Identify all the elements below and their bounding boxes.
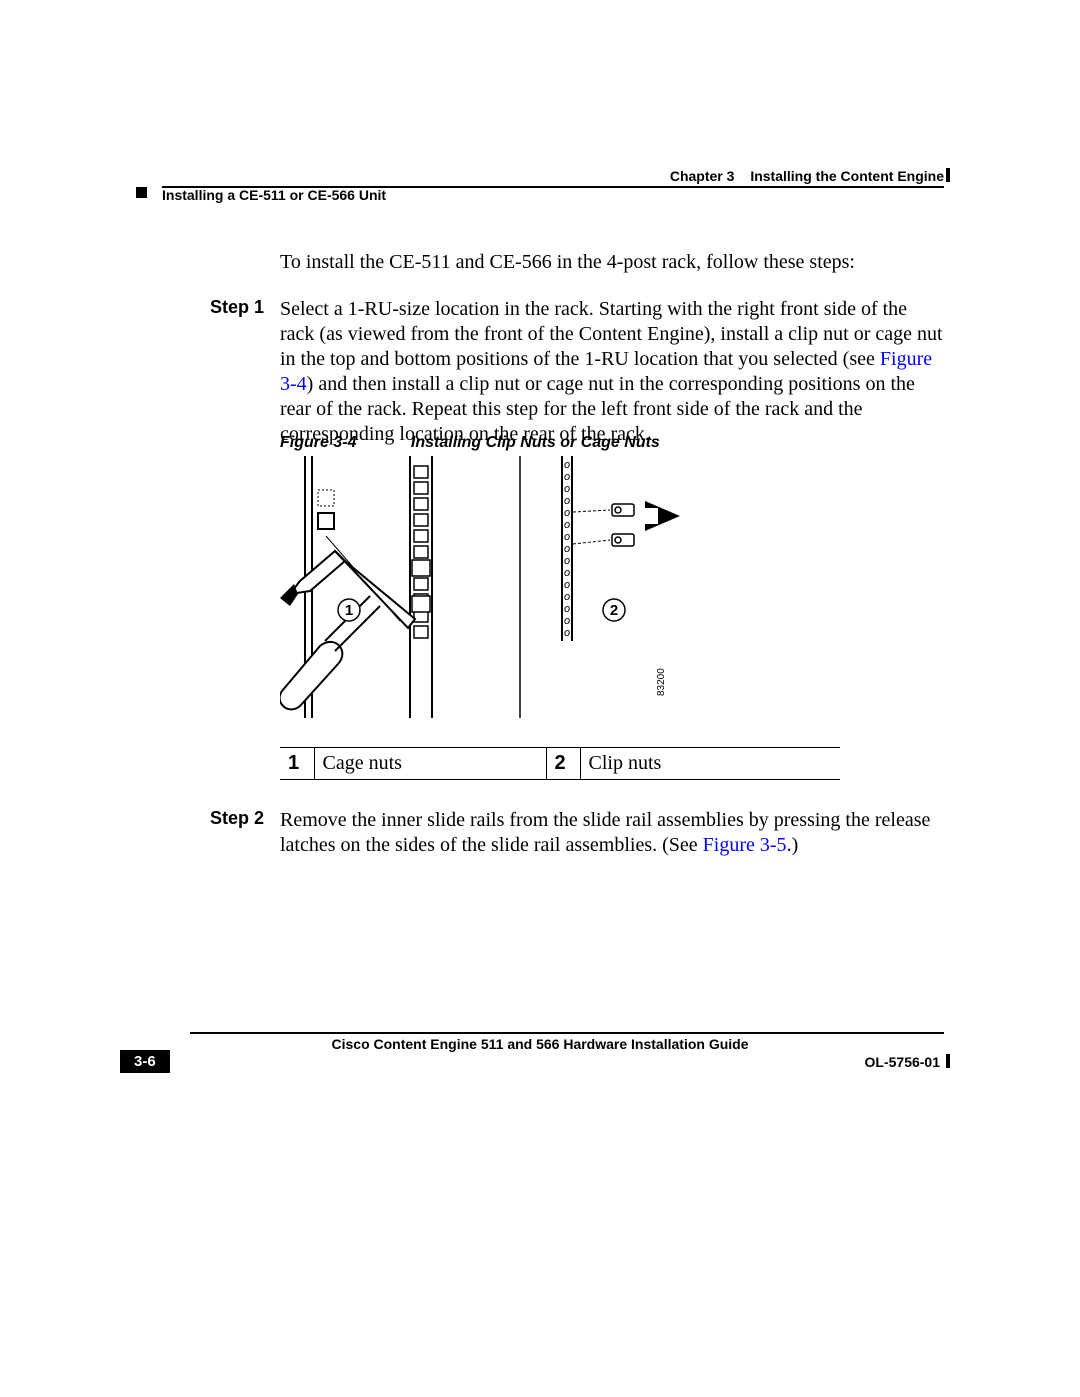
callout-2: 2	[610, 602, 618, 619]
figure-image-id: 83200	[656, 668, 667, 696]
figure-number: Figure 3-4	[280, 434, 356, 451]
step-1-label: Step 1	[210, 297, 264, 318]
svg-text:o: o	[564, 627, 570, 639]
svg-text:o: o	[564, 459, 570, 471]
figure-caption: Figure 3-4 Installing Clip Nuts or Cage …	[280, 434, 660, 452]
header-subsection: Installing a CE-511 or CE-566 Unit	[162, 187, 386, 203]
svg-text:o: o	[564, 579, 570, 591]
chapter-label: Chapter 3	[670, 168, 735, 184]
step-1-pre: Select a 1-RU-size location in the rack.…	[280, 298, 943, 370]
svg-text:o: o	[564, 567, 570, 579]
figure-diagram: 1 oo oo oo oo oo oo oo o	[280, 456, 690, 721]
page: Chapter 3 Installing the Content Engine …	[0, 0, 1080, 1397]
chapter-title: Installing the Content Engine	[750, 168, 944, 184]
header-tick	[946, 168, 950, 182]
callout-1: 1	[345, 602, 353, 619]
svg-text:o: o	[564, 591, 570, 603]
doc-id: OL-5756-01	[865, 1054, 940, 1070]
footer-tick	[946, 1054, 950, 1068]
footer-rule	[190, 1032, 944, 1034]
svg-text:o: o	[564, 543, 570, 555]
step-2-post: .)	[787, 834, 799, 856]
header-square-icon	[136, 187, 147, 198]
figure-legend-table: 1 Cage nuts 2 Clip nuts	[280, 747, 840, 780]
svg-text:o: o	[564, 507, 570, 519]
svg-text:o: o	[564, 471, 570, 483]
svg-text:o: o	[564, 603, 570, 615]
intro-text: To install the CE-511 and CE-566 in the …	[280, 250, 944, 275]
legend-2-text: Clip nuts	[580, 748, 840, 780]
step-2-body: Remove the inner slide rails from the sl…	[280, 808, 944, 858]
step-2-pre: Remove the inner slide rails from the sl…	[280, 809, 930, 856]
legend-2-num: 2	[546, 748, 580, 780]
step-1: Step 1 Select a 1-RU-size location in th…	[210, 297, 944, 447]
legend-1-text: Cage nuts	[314, 748, 546, 780]
figure-title: Installing Clip Nuts or Cage Nuts	[411, 434, 660, 451]
svg-text:o: o	[564, 483, 570, 495]
step-2-label: Step 2	[210, 808, 264, 829]
svg-text:o: o	[564, 555, 570, 567]
header-chapter: Chapter 3 Installing the Content Engine	[670, 168, 944, 184]
svg-text:o: o	[564, 519, 570, 531]
step-2: Step 2 Remove the inner slide rails from…	[210, 808, 944, 858]
step-1-body: Select a 1-RU-size location in the rack.…	[280, 297, 944, 447]
svg-text:o: o	[564, 531, 570, 543]
svg-text:o: o	[564, 495, 570, 507]
legend-1-num: 1	[280, 748, 314, 780]
page-number: 3-6	[120, 1050, 170, 1073]
svg-text:o: o	[564, 615, 570, 627]
figure-3-5-link[interactable]: Figure 3-5	[703, 834, 787, 856]
